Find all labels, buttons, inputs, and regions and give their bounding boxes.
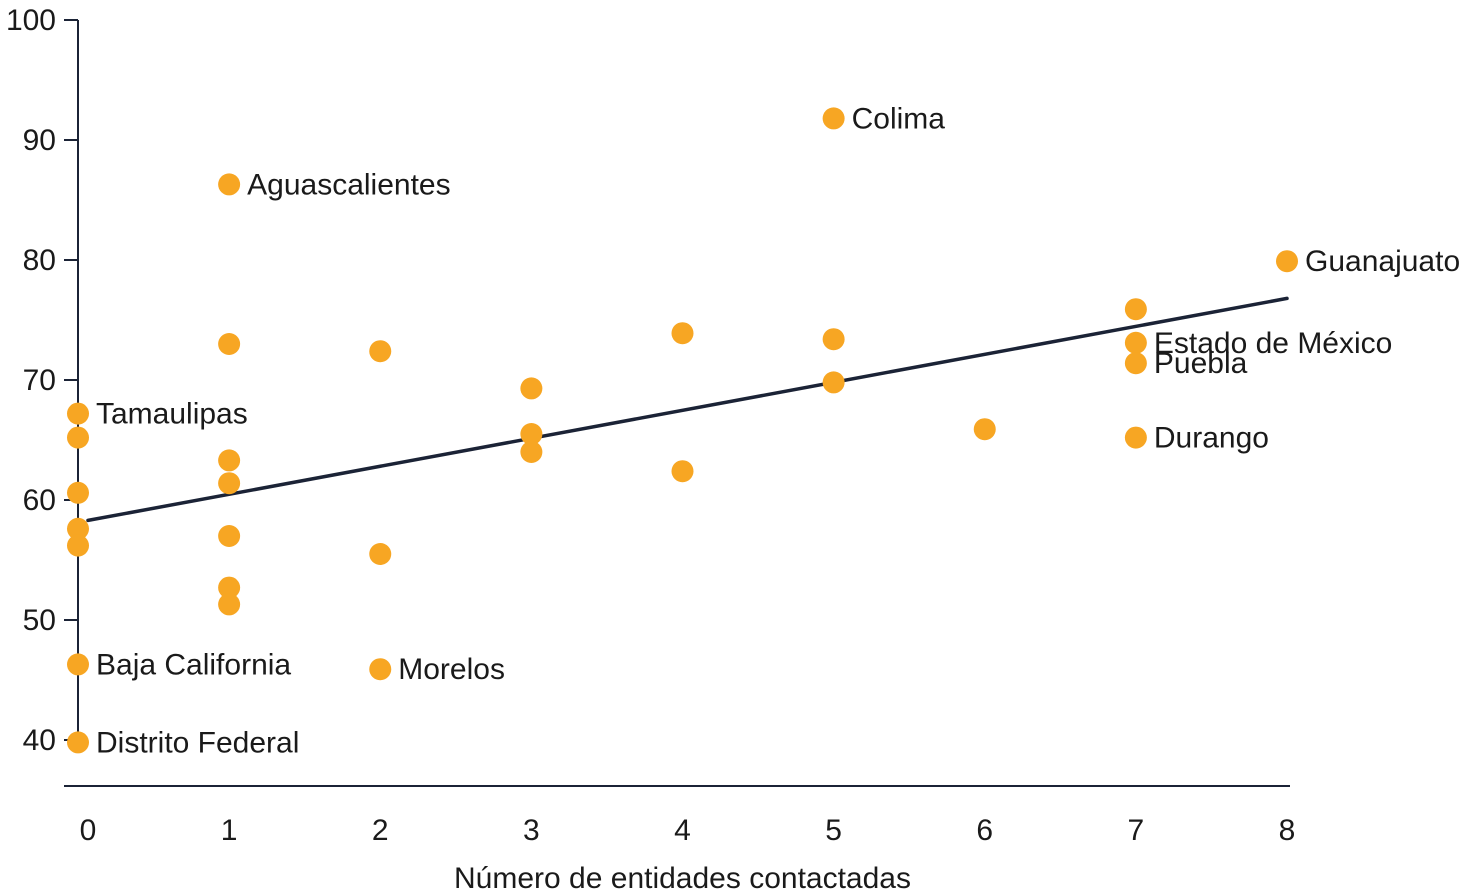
- data-point: [67, 653, 89, 676]
- point-label: Aguascalientes: [247, 168, 450, 201]
- point-label: Morelos: [398, 653, 505, 686]
- y-tick-label: 80: [23, 244, 56, 277]
- data-point: [369, 340, 392, 363]
- point-label: Guanajuato: [1305, 245, 1460, 278]
- x-tick-label: 2: [372, 814, 389, 847]
- data-point: [1124, 331, 1147, 354]
- y-tick-label: 70: [23, 364, 56, 397]
- data-points: [67, 107, 1298, 754]
- data-point: [218, 333, 241, 355]
- data-point: [671, 322, 694, 345]
- x-tick-label: 3: [523, 814, 540, 847]
- data-point: [973, 418, 996, 441]
- data-point: [520, 423, 543, 445]
- data-point: [218, 576, 241, 599]
- data-point: [1124, 352, 1147, 375]
- point-label: Tamaulipas: [96, 398, 248, 431]
- data-point: [218, 525, 241, 547]
- axes: 100 90 80 70 60 50 40 0 1 2 3 4 5 6 7 8: [6, 4, 1295, 847]
- point-label: Puebla: [1154, 347, 1248, 380]
- data-point: [822, 371, 845, 394]
- data-point: [369, 543, 392, 565]
- x-tick-label: 4: [674, 814, 691, 847]
- x-tick-label: 1: [221, 814, 238, 847]
- data-point: [1124, 298, 1147, 321]
- y-tick-label: 60: [23, 484, 56, 517]
- data-point: [67, 481, 89, 504]
- y-tick-label: 50: [23, 604, 56, 637]
- y-tick-label: 90: [23, 124, 56, 157]
- point-label: Durango: [1154, 422, 1269, 455]
- data-point: [1276, 250, 1298, 273]
- data-point: [218, 593, 241, 616]
- data-point: [369, 658, 392, 681]
- data-point: [67, 534, 89, 557]
- data-point: [671, 460, 694, 483]
- x-tick-label: 8: [1279, 814, 1296, 847]
- point-labels: Tamaulipas Baja California Distrito Federa…: [96, 102, 1460, 759]
- data-point: [67, 731, 89, 754]
- data-point: [822, 107, 845, 130]
- data-point: [822, 328, 845, 351]
- trend-line: [86, 296, 1289, 523]
- data-point: [1124, 426, 1147, 449]
- y-tick-label: 40: [23, 724, 56, 757]
- data-point: [67, 426, 89, 449]
- data-point: [218, 173, 241, 196]
- trend-line-group: [86, 296, 1289, 523]
- point-label: Estado de México: [1154, 327, 1392, 360]
- data-point: [520, 441, 543, 463]
- data-point: [67, 402, 89, 425]
- x-tick-label: 7: [1128, 814, 1145, 847]
- point-label: Colima: [852, 102, 946, 135]
- point-label: Baja California: [96, 648, 291, 681]
- x-tick-label: 6: [976, 814, 993, 847]
- x-tick-label: 5: [825, 814, 842, 847]
- data-point: [218, 449, 241, 472]
- x-axis-title: Número de entidades contactadas: [454, 862, 911, 894]
- data-point: [218, 472, 241, 495]
- y-tick-label: 100: [6, 4, 56, 37]
- point-label: Distrito Federal: [96, 726, 299, 759]
- x-tick-label: 0: [80, 814, 97, 847]
- data-point: [520, 377, 543, 400]
- data-point: [67, 517, 89, 540]
